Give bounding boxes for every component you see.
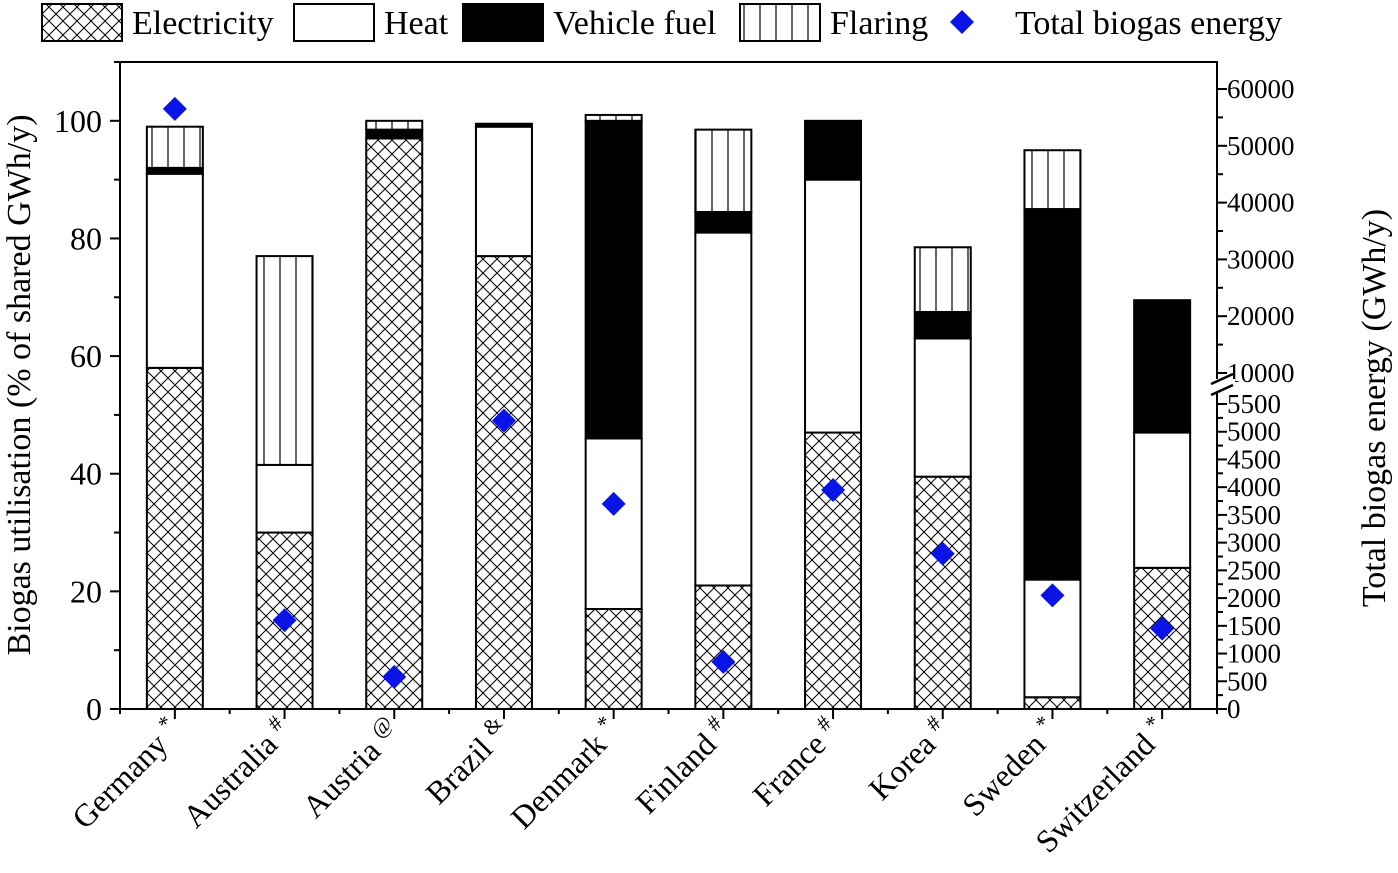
y-tick-label-0: 0 [86, 691, 102, 727]
legend: Electricity Heat Vehicle fuel Flaring Total … [41, 3, 1282, 42]
bar-flaring-finland [694, 128, 753, 213]
bar-flaring-germany [145, 125, 204, 169]
bar-electricity-brazil [474, 255, 533, 710]
y2-tick-label-1000: 1000 [1227, 639, 1281, 669]
y2-tick-label-4000: 4000 [1227, 472, 1281, 502]
y-tick-label-80: 80 [70, 220, 102, 256]
x-tick-label-brazil: Brazil & [416, 710, 517, 811]
bar-electricity-germany [145, 366, 204, 710]
axis-break-mark-lower [1210, 383, 1234, 397]
legend-swatch-total-biogas-energy [950, 10, 974, 34]
y2-tick-label-20000: 20000 [1227, 301, 1295, 331]
legend-label-flaring: Flaring [830, 5, 928, 42]
left-axis: 0 20 40 60 80 100 [54, 61, 120, 727]
total-energy-markers [162, 96, 1175, 689]
bar-heat-brazil [474, 125, 533, 258]
legend-label-total-biogas-energy: Total biogas energy [1015, 5, 1282, 42]
total-energy-marker-korea [930, 541, 955, 566]
bar-heat-australia [255, 463, 314, 534]
x-tick-label-denmark: Denmark * [501, 710, 626, 835]
y2-tick-label-500: 500 [1227, 666, 1268, 696]
bar-heat-germany [145, 172, 204, 369]
x-tick-label-finland: Finland # [626, 710, 736, 820]
bars [145, 113, 1192, 711]
x-axis: Germany *Australia #Austria @ Brazil &Den… [63, 709, 1218, 859]
y-tick-label-100: 100 [54, 103, 102, 139]
x-tick-label-france: France # [743, 710, 846, 813]
x-tick-label-austria: Austria @ [293, 710, 407, 824]
y2-tick-label-3000: 3000 [1227, 528, 1281, 558]
bar-heat-denmark [584, 437, 643, 611]
y-tick-label-60: 60 [70, 338, 102, 374]
y-tick-label-40: 40 [70, 456, 102, 492]
bar-flaring-austria [365, 119, 424, 131]
bar-electricity-france [804, 431, 863, 710]
bar-heat-korea [913, 337, 972, 478]
bar-flaring-australia [255, 255, 314, 466]
bar-vehicle-fuel-france [804, 119, 863, 181]
axis-break-mark-upper [1210, 372, 1234, 386]
bar-electricity-denmark [584, 608, 643, 710]
total-energy-marker-denmark [601, 491, 626, 516]
bar-electricity-korea [913, 475, 972, 710]
bar-electricity-sweden [1023, 696, 1082, 711]
y2-tick-label-0: 0 [1227, 694, 1241, 724]
bar-vehicle-fuel-brazil [474, 122, 533, 128]
bar-flaring-korea [913, 246, 972, 313]
right-axis: 0500100015002000250030003500400045005000… [1210, 74, 1295, 724]
bar-vehicle-fuel-switzerland [1133, 299, 1192, 434]
bar-electricity-finland [694, 584, 753, 710]
bar-vehicle-fuel-korea [913, 310, 972, 340]
legend-swatch-vehicle-fuel [462, 3, 544, 42]
legend-swatch-electricity [41, 3, 123, 42]
y2-tick-label-30000: 30000 [1227, 244, 1295, 274]
legend-swatch-heat [293, 3, 375, 42]
total-energy-marker-switzerland [1150, 616, 1175, 641]
total-energy-marker-austria [382, 664, 407, 689]
y2-tick-label-1500: 1500 [1227, 611, 1281, 641]
total-energy-marker-germany [162, 96, 187, 121]
y2-tick-label-60000: 60000 [1227, 74, 1295, 104]
bar-heat-switzerland [1133, 431, 1192, 569]
y2-tick-label-2000: 2000 [1227, 583, 1281, 613]
legend-label-heat: Heat [384, 5, 449, 42]
bar-vehicle-fuel-sweden [1023, 208, 1082, 581]
bar-electricity-austria [365, 137, 424, 711]
bar-flaring-sweden [1023, 149, 1082, 211]
y2-tick-label-10000: 10000 [1227, 358, 1295, 388]
y2-tick-label-40000: 40000 [1227, 188, 1295, 218]
category-mark-brazil: & [477, 710, 507, 740]
y-axis-label: Biogas utilisation (% of shared GWh/y) [1, 114, 38, 655]
y-tick-label-20: 20 [70, 573, 102, 609]
legend-label-vehicle-fuel: Vehicle fuel [553, 5, 716, 42]
total-energy-marker-finland [711, 649, 736, 674]
total-energy-marker-sweden [1040, 583, 1065, 608]
y2-tick-label-4500: 4500 [1227, 444, 1281, 474]
bar-vehicle-fuel-denmark [584, 119, 643, 440]
x-tick-label-korea: Korea # [859, 710, 955, 806]
x-tick-label-germany: Germany * [63, 710, 188, 835]
axis-break-gap [1213, 379, 1235, 393]
bar-vehicle-fuel-finland [694, 210, 753, 234]
bar-flaring-denmark [584, 113, 643, 122]
bar-heat-france [804, 178, 863, 434]
total-energy-marker-france [821, 477, 846, 502]
category-mark-austria: @ [365, 710, 397, 742]
y2-tick-label-3500: 3500 [1227, 500, 1281, 530]
total-energy-marker-australia [272, 608, 297, 633]
y2-tick-label-50000: 50000 [1227, 131, 1295, 161]
y2-tick-label-5000: 5000 [1227, 417, 1281, 447]
x-tick-label-sweden: Sweden * [953, 710, 1066, 823]
legend-swatch-flaring [739, 3, 821, 42]
x-tick-label-australia: Australia # [174, 710, 298, 834]
y2-tick-label-5500: 5500 [1227, 389, 1281, 419]
bar-vehicle-fuel-austria [365, 128, 424, 140]
total-energy-marker-brazil [491, 408, 516, 433]
y2-axis-label: Total biogas energy (GWh/y) [1356, 209, 1393, 607]
bar-heat-finland [694, 231, 753, 587]
legend-label-electricity: Electricity [132, 5, 274, 42]
y2-tick-label-2500: 2500 [1227, 555, 1281, 585]
